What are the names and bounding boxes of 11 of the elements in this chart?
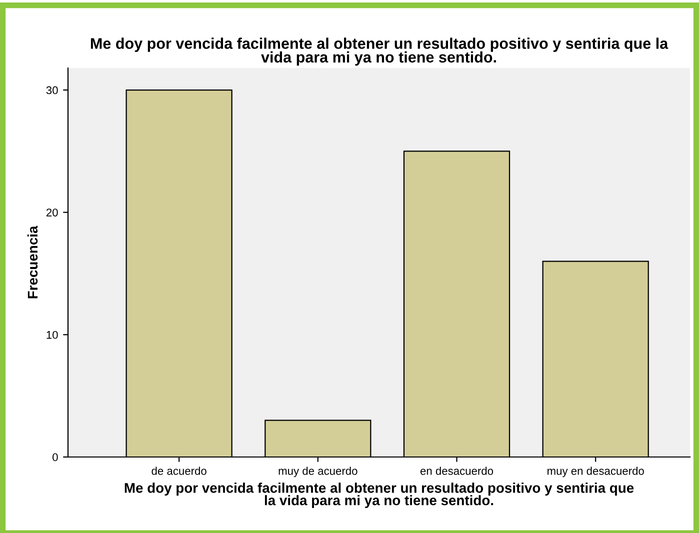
- chart-title: Me doy por vencida facilmente al obtener un resultado positivo y sentiria que la vida para mi ya no tiene sentido.: [90, 38, 668, 66]
- y-tick-label: 30: [46, 86, 58, 94]
- y-tick-label: 20: [46, 208, 58, 216]
- x-tick-label: muy en desacuerdo: [548, 466, 644, 478]
- y-tick-label: 0: [52, 453, 58, 462]
- x-axis-title: Me doy por vencida facilmente al obtener un resultado positivo y sentiria que la vida para mi ya no tiene sentido.: [124, 482, 634, 508]
- x-tick-label: muy de acuerdo: [278, 466, 358, 478]
- y-tick-label: 10: [46, 330, 58, 339]
- x-tick-label: de acuerdo: [152, 466, 206, 475]
- y-axis-title: Frecuencia: [27, 226, 38, 298]
- x-tick-label: en desacuerdo: [420, 466, 494, 475]
